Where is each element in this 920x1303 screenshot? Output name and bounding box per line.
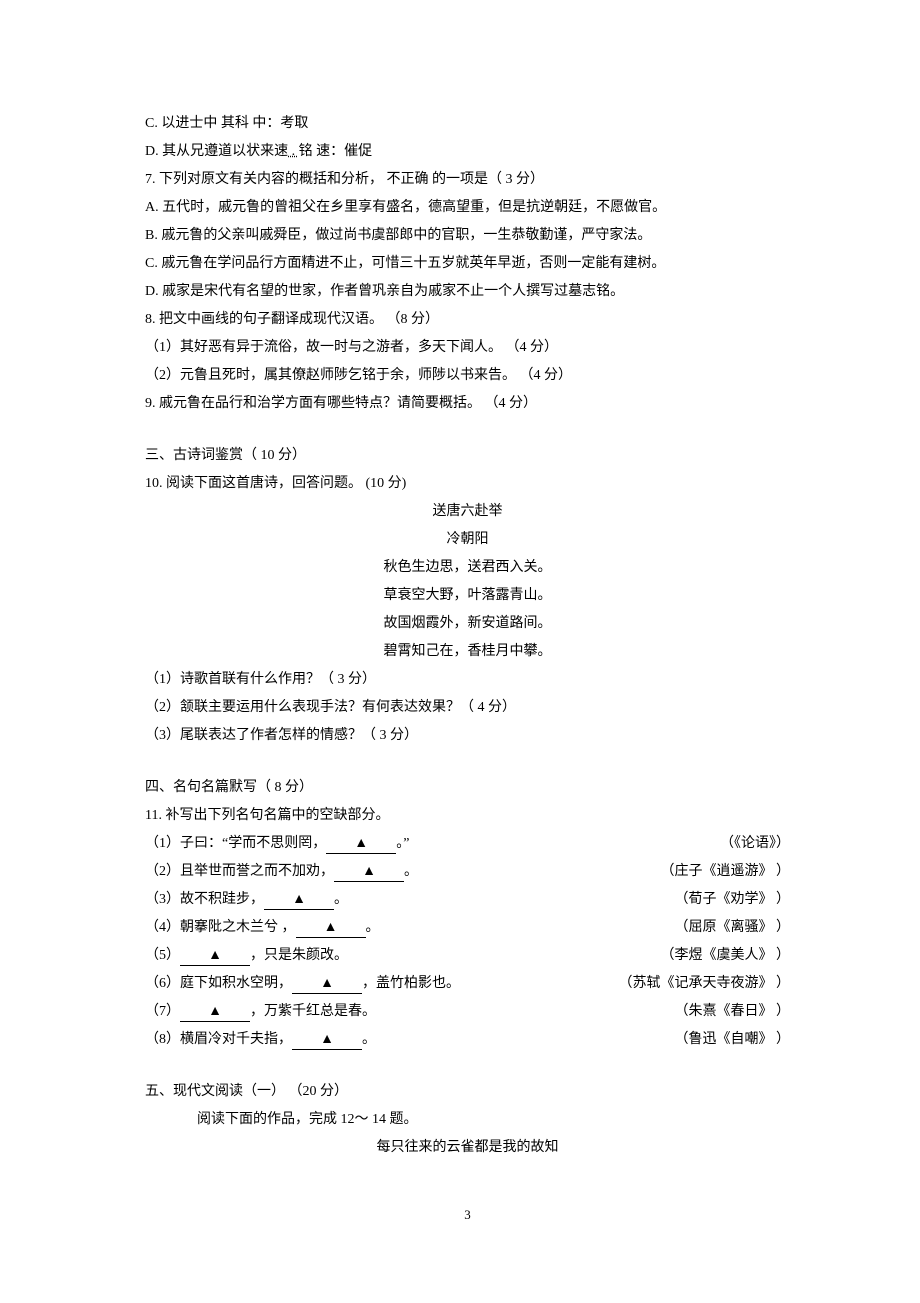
fill-left: （4）朝搴阰之木兰兮 ，▲。: [145, 914, 655, 942]
q6d-gloss: 速：催促: [316, 144, 372, 159]
fill-source: （《论语》）: [700, 830, 790, 858]
fill-text: 故不积跬步，: [180, 892, 264, 907]
fill-num: （2）: [145, 864, 180, 879]
fill-row: （3）故不积跬步，▲。（荀子《劝学》 ）: [145, 886, 790, 914]
section-5-instruction: 阅读下面的作品，完成 12～ 14 题。: [145, 1106, 790, 1134]
fill-after: 。: [404, 864, 418, 879]
q6d-indent: D.: [145, 144, 162, 159]
section-3-heading: 三、古诗词鉴赏（ 10 分）: [145, 442, 790, 470]
q7-text-a: 下列对原文有关内容的概括和分析，: [159, 172, 383, 187]
fill-blank: ▲: [264, 892, 334, 910]
section-5-title: 每只往来的云雀都是我的故知: [145, 1134, 790, 1162]
fill-row: （4）朝搴阰之木兰兮 ，▲。（屈原《离骚》 ）: [145, 914, 790, 942]
q6c-gloss: 中：考取: [252, 116, 308, 131]
q7-stem: 7. 下列对原文有关内容的概括和分析， 不正确 的一项是（ 3 分）: [145, 166, 790, 194]
fill-after: 。: [334, 892, 348, 907]
fill-num: （1）: [145, 836, 180, 851]
fill-left: （5）▲，只是朱颜改。: [145, 942, 641, 970]
poem-line-2: 草衰空大野，叶落露青山。: [145, 582, 790, 610]
fill-left: （2）且举世而誉之而不加劝，▲。: [145, 858, 641, 886]
q6d-dot: .: [288, 144, 299, 159]
fill-num: （3）: [145, 892, 180, 907]
fill-blank: ▲: [180, 948, 250, 966]
q7-prefix: 7.: [145, 172, 159, 187]
q11-stem: 11. 补写出下列名句名篇中的空缺部分。: [145, 802, 790, 830]
q8-1: （1）其好恶有异于流俗，故一时与之游者，多天下闻人。 （4 分）: [145, 334, 790, 362]
poem-line-4: 碧霄知己在，香桂月中攀。: [145, 638, 790, 666]
fill-row: （7）▲，万紫千红总是春。（朱熹《春日》 ）: [145, 998, 790, 1026]
fill-row: （6）庭下如积水空明，▲，盖竹柏影也。（苏轼《记承天寺夜游》 ）: [145, 970, 790, 998]
q7c: C. 戚元鲁在学问品行方面精进不止，可惜三十五岁就英年早逝，否则一定能有建树。: [145, 250, 790, 278]
q6c-text: 以进士中 其科: [161, 116, 249, 131]
section-5-heading: 五、现代文阅读（一） （20 分）: [145, 1078, 790, 1106]
fill-after: ，万紫千红总是春。: [250, 1004, 376, 1019]
q10-1: （1）诗歌首联有什么作用？（ 3 分）: [145, 666, 790, 694]
fill-source: （荀子《劝学》 ）: [655, 886, 791, 914]
fill-num: （8）: [145, 1032, 180, 1047]
fill-blank: ▲: [296, 920, 366, 938]
fill-blank: ▲: [292, 976, 362, 994]
fill-num: （7）: [145, 1004, 180, 1019]
fill-left: （1）子曰：“学而不思则罔，▲。”: [145, 830, 700, 858]
q10-stem: 10. 阅读下面这首唐诗，回答问题。 (10 分): [145, 470, 790, 498]
q8-2: （2）元鲁且死时，属其僚赵师陟乞铭于余，师陟以书来告。 （4 分）: [145, 362, 790, 390]
q6c-line: C. 以进士中 其科 中：考取: [145, 110, 790, 138]
fill-text: 庭下如积水空明，: [180, 976, 292, 991]
fill-row: （1）子曰：“学而不思则罔，▲。”（《论语》）: [145, 830, 790, 858]
fill-blank: ▲: [326, 836, 396, 854]
fill-left: （8）横眉冷对千夫指，▲。: [145, 1026, 655, 1054]
fill-row: （8）横眉冷对千夫指，▲。（鲁迅《自嘲》 ）: [145, 1026, 790, 1054]
fill-left: （7）▲，万紫千红总是春。: [145, 998, 655, 1026]
fill-source: （庄子《逍遥游》 ）: [641, 858, 791, 886]
fill-after: 。: [366, 920, 380, 935]
fill-after: ，盖竹柏影也。: [362, 976, 460, 991]
q6d-text: 其从兄遵道以状来速: [162, 144, 288, 159]
q6d-line: D. 其从兄遵道以状来速 . 铭 速：催促: [145, 138, 790, 166]
fill-text: 横眉冷对千夫指，: [180, 1032, 292, 1047]
q6d-tail: 铭: [299, 144, 313, 159]
fill-source: （苏轼《记承天寺夜游》 ）: [599, 970, 791, 998]
q9: 9. 戚元鲁在品行和治学方面有哪些特点？请简要概括。 （4 分）: [145, 390, 790, 418]
fill-source: （朱熹《春日》 ）: [655, 998, 791, 1026]
section-4-heading: 四、名句名篇默写（ 8 分）: [145, 774, 790, 802]
fill-row: （2）且举世而誉之而不加劝，▲。（庄子《逍遥游》 ）: [145, 858, 790, 886]
q7a: A. 五代时，戚元鲁的曾祖父在乡里享有盛名，德高望重，但是抗逆朝廷，不愿做官。: [145, 194, 790, 222]
fill-num: （6）: [145, 976, 180, 991]
fill-source: （屈原《离骚》 ）: [655, 914, 791, 942]
fill-row: （5）▲，只是朱颜改。（李煜《虞美人》 ）: [145, 942, 790, 970]
fill-source: （李煜《虞美人》 ）: [641, 942, 791, 970]
fill-num: （5）: [145, 948, 180, 963]
q6c-indent: C.: [145, 116, 161, 131]
poem-author: 冷朝阳: [145, 526, 790, 554]
q7d: D. 戚家是宋代有名望的世家，作者曾巩亲自为戚家不止一个人撰写过墓志铭。: [145, 278, 790, 306]
q7-text-b: 不正确 的一项是（ 3 分）: [387, 172, 545, 187]
fill-blank: ▲: [180, 1004, 250, 1022]
fill-text: 子曰：“学而不思则罔，: [180, 836, 326, 851]
fill-after: ，只是朱颜改。: [250, 948, 348, 963]
fill-num: （4）: [145, 920, 180, 935]
poem-title: 送唐六赴举: [145, 498, 790, 526]
fill-after: 。: [362, 1032, 376, 1047]
fill-text: 且举世而誉之而不加劝，: [180, 864, 334, 879]
poem-line-1: 秋色生边思，送君西入关。: [145, 554, 790, 582]
poem-line-3: 故国烟霞外，新安道路间。: [145, 610, 790, 638]
fill-text: 朝搴阰之木兰兮 ，: [180, 920, 296, 935]
q8-stem: 8. 把文中画线的句子翻译成现代汉语。 （8 分）: [145, 306, 790, 334]
fill-blank: ▲: [334, 864, 404, 882]
fill-left: （3）故不积跬步，▲。: [145, 886, 655, 914]
fill-left: （6）庭下如积水空明，▲，盖竹柏影也。: [145, 970, 599, 998]
fill-blank: ▲: [292, 1032, 362, 1050]
fill-after: 。”: [396, 836, 409, 851]
q10-3: （3）尾联表达了作者怎样的情感？（ 3 分）: [145, 722, 790, 750]
q10-2: （2）颔联主要运用什么表现手法？有何表达效果？（ 4 分）: [145, 694, 790, 722]
fill-container: （1）子曰：“学而不思则罔，▲。”（《论语》）（2）且举世而誉之而不加劝，▲。（…: [145, 830, 790, 1054]
page-number: 3: [145, 1202, 790, 1228]
fill-source: （鲁迅《自嘲》 ）: [655, 1026, 791, 1054]
q7b: B. 戚元鲁的父亲叫戚舜臣，做过尚书虞部郎中的官职，一生恭敬勤谨，严守家法。: [145, 222, 790, 250]
